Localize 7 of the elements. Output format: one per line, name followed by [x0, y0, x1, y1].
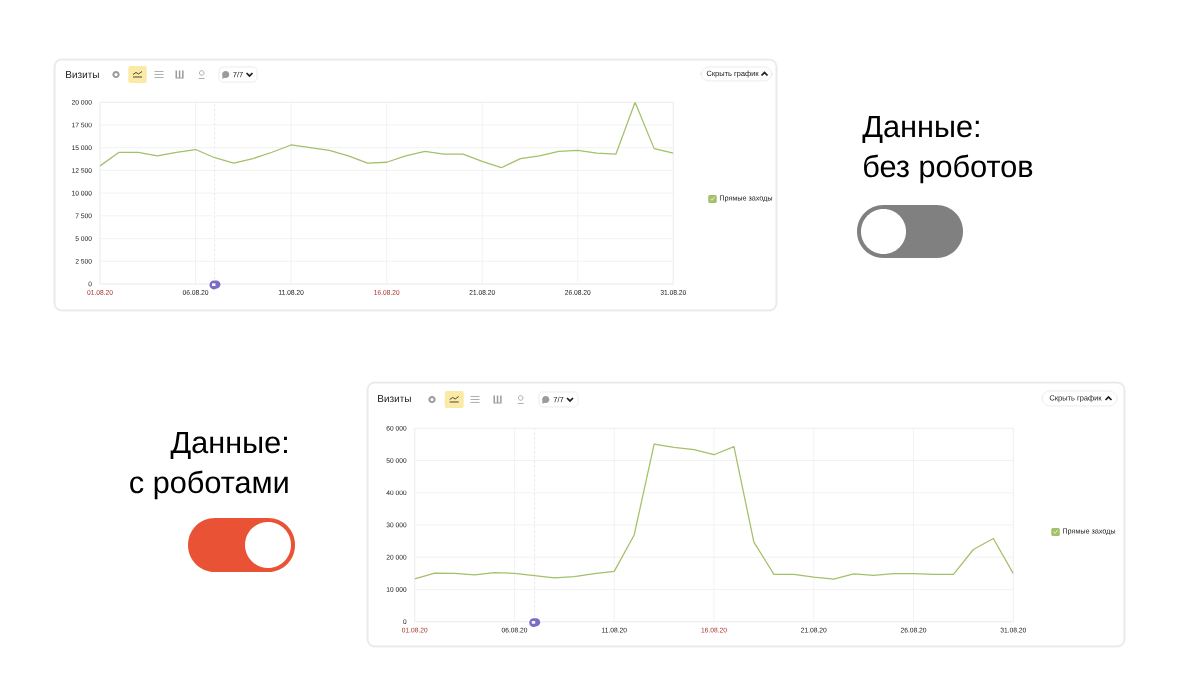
text: с роботами [130, 470, 288, 500]
chart-title: Визиты [66, 71, 99, 79]
text: без роботов [864, 154, 1033, 184]
text: Данные: [170, 431, 287, 460]
chart-title: Визиты [378, 395, 411, 403]
text: Данные: [862, 115, 979, 144]
line-series [414, 443, 1014, 580]
